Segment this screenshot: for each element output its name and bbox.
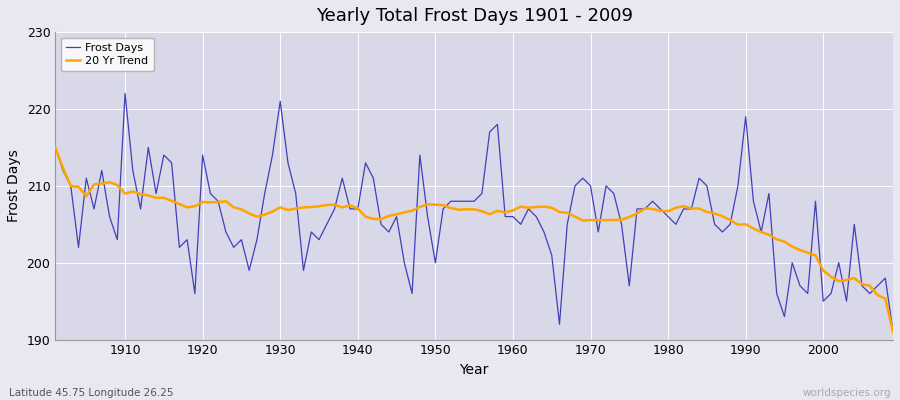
Frost Days — [508, 214, 518, 219]
Frost Days — [50, 145, 60, 150]
20 Yr Trend — [887, 330, 898, 334]
Frost Days — [516, 222, 526, 227]
X-axis label: Year: Year — [460, 363, 489, 377]
Frost Days — [291, 191, 302, 196]
Title: Yearly Total Frost Days 1901 - 2009: Yearly Total Frost Days 1901 - 2009 — [316, 7, 633, 25]
Frost Days — [608, 191, 619, 196]
Frost Days — [337, 176, 347, 180]
Frost Days — [120, 91, 130, 96]
20 Yr Trend — [500, 210, 510, 215]
20 Yr Trend — [50, 145, 60, 150]
20 Yr Trend — [508, 208, 518, 213]
Text: Latitude 45.75 Longitude 26.25: Latitude 45.75 Longitude 26.25 — [9, 388, 174, 398]
20 Yr Trend — [600, 218, 611, 222]
20 Yr Trend — [283, 208, 293, 212]
20 Yr Trend — [112, 182, 122, 187]
Text: worldspecies.org: worldspecies.org — [803, 388, 891, 398]
Line: 20 Yr Trend: 20 Yr Trend — [55, 147, 893, 332]
Frost Days — [112, 237, 122, 242]
20 Yr Trend — [329, 202, 340, 207]
Line: Frost Days: Frost Days — [55, 94, 893, 332]
Legend: Frost Days, 20 Yr Trend: Frost Days, 20 Yr Trend — [61, 38, 154, 71]
Y-axis label: Frost Days: Frost Days — [7, 150, 21, 222]
Frost Days — [887, 330, 898, 334]
